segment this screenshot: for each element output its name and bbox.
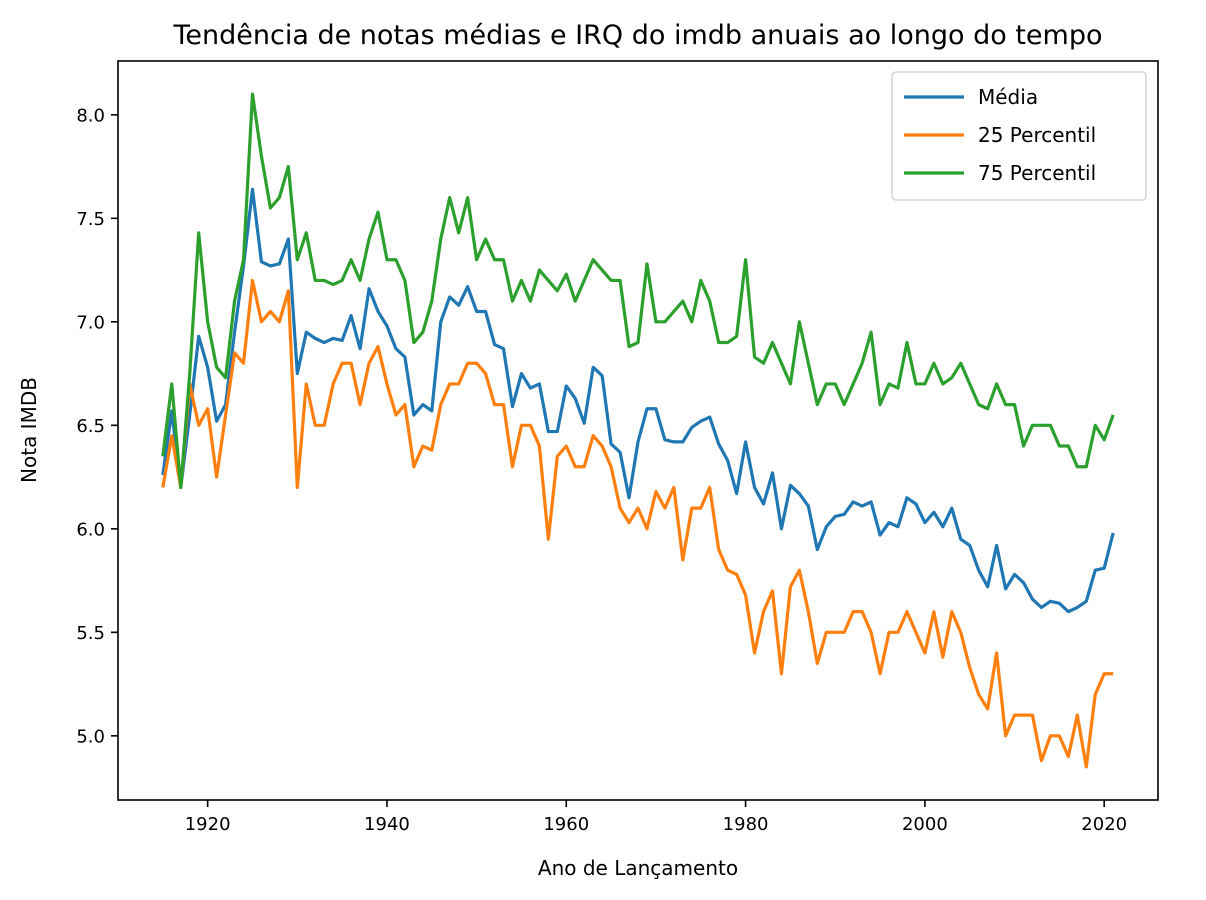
x-tick-label: 2000 xyxy=(902,814,948,835)
plot-lines xyxy=(161,92,1115,769)
y-tick-label: 6.5 xyxy=(76,416,105,437)
y-axis: 5.0 5.5 6.0 6.5 7.0 7.5 8.0 xyxy=(76,105,118,747)
x-tick-label: 1960 xyxy=(543,814,589,835)
y-axis-label: Nota IMDB xyxy=(17,377,41,483)
x-tick-label: 1940 xyxy=(364,814,410,835)
plot-frame xyxy=(117,60,1159,801)
y-tick-label: 5.0 xyxy=(76,726,105,747)
y-tick-label: 6.0 xyxy=(76,519,105,540)
x-axis-label: Ano de Lançamento xyxy=(538,856,738,880)
legend-box xyxy=(891,71,1147,201)
y-tick-label: 7.0 xyxy=(76,312,105,333)
y-tick-label: 7.5 xyxy=(76,209,105,230)
x-tick-label: 2020 xyxy=(1081,814,1127,835)
x-axis: 1920 1940 1960 1980 2000 2020 xyxy=(185,800,1127,835)
legend-label-25-percentil: 25 Percentil xyxy=(978,123,1096,147)
series-line-media xyxy=(161,187,1115,614)
chart-title: Tendência de notas médias e IRQ do imdb … xyxy=(173,20,1103,51)
series-line-25-percentil xyxy=(161,278,1114,769)
x-tick-label: 1980 xyxy=(723,814,769,835)
legend-label-media: Média xyxy=(978,85,1038,109)
legend: Média 25 Percentil 75 Percentil xyxy=(891,71,1147,201)
series-line-75-percentil xyxy=(161,92,1115,490)
legend-label-75-percentil: 75 Percentil xyxy=(978,161,1096,185)
x-tick-label: 1920 xyxy=(185,814,231,835)
y-tick-label: 5.5 xyxy=(76,623,105,644)
y-tick-label: 8.0 xyxy=(76,105,105,126)
